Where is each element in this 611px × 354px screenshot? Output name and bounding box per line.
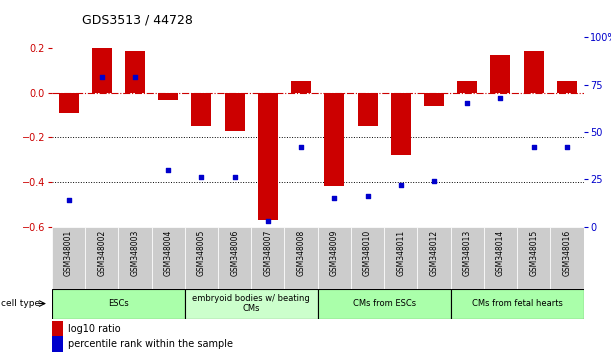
Point [396,182,406,188]
Text: GSM348001: GSM348001 [64,230,73,276]
Bar [450,289,584,319]
Text: CMs from fetal hearts: CMs from fetal hearts [472,299,563,308]
Bar [491,55,510,93]
Text: GSM348006: GSM348006 [230,230,239,276]
Bar [158,93,178,99]
Point [97,74,107,80]
Text: GSM348005: GSM348005 [197,230,206,276]
Text: GSM348010: GSM348010 [363,230,372,276]
Text: CMs from ESCs: CMs from ESCs [353,299,415,308]
Point [263,218,273,224]
Bar [318,289,450,319]
Point [496,95,505,101]
Text: GSM348007: GSM348007 [263,230,273,276]
Bar [218,227,251,289]
Text: GSM348015: GSM348015 [529,230,538,276]
Text: GSM348008: GSM348008 [296,230,306,276]
Bar [384,227,417,289]
Bar [258,93,278,220]
Text: GSM348013: GSM348013 [463,230,472,276]
Point [329,195,339,201]
Point [64,197,73,203]
Point [296,144,306,150]
Bar [450,227,484,289]
Bar [119,227,152,289]
Bar [324,93,344,187]
Bar [551,227,584,289]
Bar [185,227,218,289]
Bar [424,93,444,106]
Text: cell type: cell type [1,299,40,308]
Text: GSM348014: GSM348014 [496,230,505,276]
Text: GSM348011: GSM348011 [397,230,405,276]
Bar [291,81,311,93]
Bar [251,227,285,289]
Bar [357,93,378,126]
Text: GSM348009: GSM348009 [330,230,339,276]
Bar [285,227,318,289]
Text: GSM348004: GSM348004 [164,230,173,276]
Point [163,167,173,173]
Text: GSM348003: GSM348003 [131,230,139,276]
Bar [391,93,411,155]
Point [562,144,572,150]
Bar [225,93,244,131]
Bar [52,227,85,289]
Text: ESCs: ESCs [108,299,129,308]
Point [429,178,439,184]
Bar [92,48,112,93]
Bar [85,227,119,289]
Bar [185,289,318,319]
Bar [517,227,551,289]
Point [197,175,207,180]
Text: GSM348016: GSM348016 [562,230,571,276]
Bar [457,81,477,93]
Bar [351,227,384,289]
Bar [52,289,185,319]
Point [130,74,140,80]
Bar [59,93,78,113]
Bar [191,93,211,126]
Bar [524,51,544,93]
Bar [557,81,577,93]
Text: log10 ratio: log10 ratio [68,324,120,333]
Text: GSM348012: GSM348012 [430,230,439,276]
Bar [318,227,351,289]
Point [230,175,240,180]
Point [529,144,538,150]
Bar [417,227,450,289]
Point [463,101,472,106]
Bar [484,227,517,289]
Point [363,193,373,199]
Text: GSM348002: GSM348002 [97,230,106,276]
Text: percentile rank within the sample: percentile rank within the sample [68,339,233,349]
Bar [125,51,145,93]
Bar [152,227,185,289]
Text: GDS3513 / 44728: GDS3513 / 44728 [82,13,193,27]
Text: embryoid bodies w/ beating
CMs: embryoid bodies w/ beating CMs [192,294,310,313]
